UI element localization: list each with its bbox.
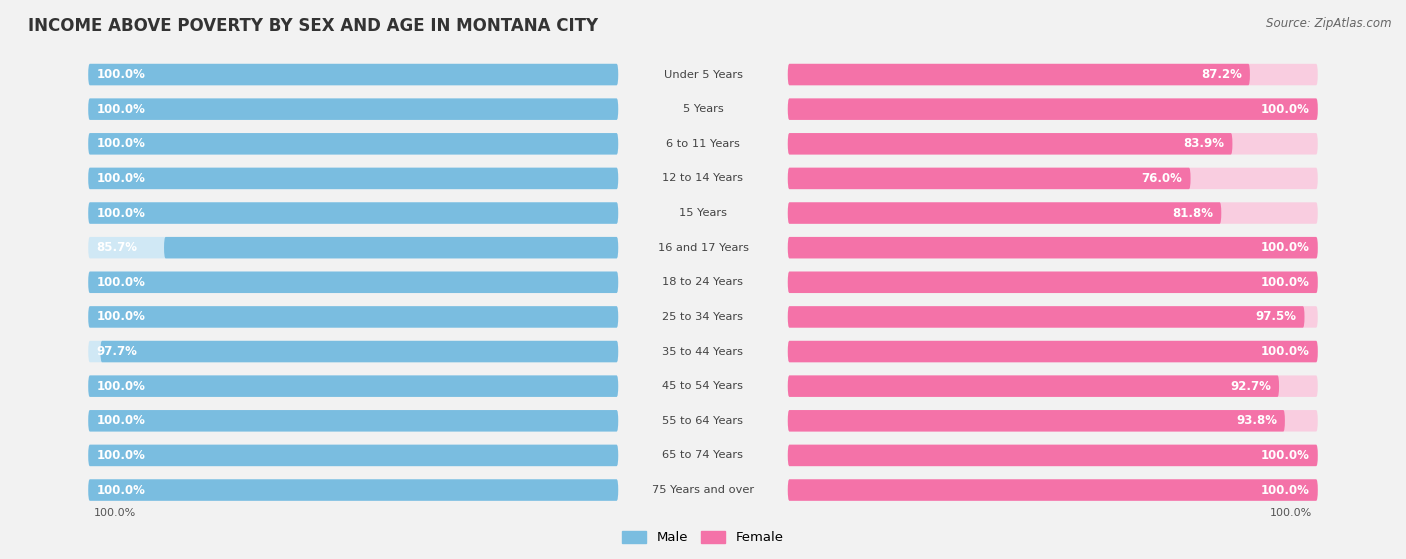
Text: 6 to 11 Years: 6 to 11 Years: [666, 139, 740, 149]
FancyBboxPatch shape: [89, 445, 619, 466]
Text: 18 to 24 Years: 18 to 24 Years: [662, 277, 744, 287]
Text: 85.7%: 85.7%: [96, 241, 138, 254]
Text: 100.0%: 100.0%: [1261, 484, 1310, 496]
FancyBboxPatch shape: [89, 168, 619, 189]
FancyBboxPatch shape: [787, 64, 1250, 86]
FancyBboxPatch shape: [787, 202, 1317, 224]
Text: 87.2%: 87.2%: [1201, 68, 1241, 81]
Text: 75 Years and over: 75 Years and over: [652, 485, 754, 495]
FancyBboxPatch shape: [787, 64, 1317, 86]
Text: 100.0%: 100.0%: [96, 206, 145, 220]
Text: 100.0%: 100.0%: [96, 68, 145, 81]
Text: 100.0%: 100.0%: [96, 414, 145, 427]
Text: 97.5%: 97.5%: [1256, 310, 1296, 324]
Text: 55 to 64 Years: 55 to 64 Years: [662, 416, 744, 426]
Text: 93.8%: 93.8%: [1236, 414, 1277, 427]
FancyBboxPatch shape: [89, 479, 619, 501]
FancyBboxPatch shape: [787, 479, 1317, 501]
Text: 12 to 14 Years: 12 to 14 Years: [662, 173, 744, 183]
FancyBboxPatch shape: [89, 306, 619, 328]
Text: 25 to 34 Years: 25 to 34 Years: [662, 312, 744, 322]
FancyBboxPatch shape: [89, 133, 619, 154]
Text: 100.0%: 100.0%: [1261, 241, 1310, 254]
Text: 100.0%: 100.0%: [96, 172, 145, 185]
FancyBboxPatch shape: [787, 306, 1317, 328]
FancyBboxPatch shape: [89, 376, 619, 397]
FancyBboxPatch shape: [787, 168, 1191, 189]
FancyBboxPatch shape: [89, 341, 619, 362]
FancyBboxPatch shape: [89, 133, 619, 154]
FancyBboxPatch shape: [89, 64, 619, 86]
Text: 100.0%: 100.0%: [94, 508, 136, 518]
FancyBboxPatch shape: [787, 445, 1317, 466]
FancyBboxPatch shape: [165, 237, 619, 258]
FancyBboxPatch shape: [787, 237, 1317, 258]
Text: 83.9%: 83.9%: [1184, 138, 1225, 150]
Text: 81.8%: 81.8%: [1173, 206, 1213, 220]
FancyBboxPatch shape: [787, 410, 1285, 432]
FancyBboxPatch shape: [100, 341, 619, 362]
FancyBboxPatch shape: [787, 133, 1233, 154]
FancyBboxPatch shape: [89, 202, 619, 224]
Text: 100.0%: 100.0%: [1261, 449, 1310, 462]
Text: 100.0%: 100.0%: [1270, 508, 1312, 518]
FancyBboxPatch shape: [89, 272, 619, 293]
FancyBboxPatch shape: [787, 341, 1317, 362]
FancyBboxPatch shape: [787, 341, 1317, 362]
FancyBboxPatch shape: [787, 306, 1305, 328]
FancyBboxPatch shape: [787, 272, 1317, 293]
Text: 16 and 17 Years: 16 and 17 Years: [658, 243, 748, 253]
Text: Under 5 Years: Under 5 Years: [664, 69, 742, 79]
FancyBboxPatch shape: [89, 410, 619, 432]
FancyBboxPatch shape: [787, 445, 1317, 466]
Text: Source: ZipAtlas.com: Source: ZipAtlas.com: [1267, 17, 1392, 30]
Text: 100.0%: 100.0%: [96, 310, 145, 324]
FancyBboxPatch shape: [89, 98, 619, 120]
FancyBboxPatch shape: [787, 168, 1317, 189]
Text: 100.0%: 100.0%: [96, 449, 145, 462]
FancyBboxPatch shape: [89, 98, 619, 120]
FancyBboxPatch shape: [89, 168, 619, 189]
Text: 65 to 74 Years: 65 to 74 Years: [662, 451, 744, 461]
Text: 100.0%: 100.0%: [96, 380, 145, 392]
Text: 100.0%: 100.0%: [96, 103, 145, 116]
FancyBboxPatch shape: [89, 479, 619, 501]
FancyBboxPatch shape: [89, 64, 619, 86]
Text: 97.7%: 97.7%: [96, 345, 136, 358]
FancyBboxPatch shape: [787, 98, 1317, 120]
Text: 100.0%: 100.0%: [1261, 345, 1310, 358]
FancyBboxPatch shape: [787, 272, 1317, 293]
Legend: Male, Female: Male, Female: [617, 525, 789, 549]
Text: 76.0%: 76.0%: [1142, 172, 1182, 185]
Text: 15 Years: 15 Years: [679, 208, 727, 218]
FancyBboxPatch shape: [89, 410, 619, 432]
FancyBboxPatch shape: [787, 376, 1317, 397]
Text: 100.0%: 100.0%: [96, 276, 145, 289]
Text: 100.0%: 100.0%: [96, 484, 145, 496]
FancyBboxPatch shape: [89, 202, 619, 224]
FancyBboxPatch shape: [787, 98, 1317, 120]
Text: 45 to 54 Years: 45 to 54 Years: [662, 381, 744, 391]
FancyBboxPatch shape: [89, 237, 619, 258]
FancyBboxPatch shape: [787, 479, 1317, 501]
FancyBboxPatch shape: [787, 237, 1317, 258]
FancyBboxPatch shape: [787, 202, 1222, 224]
FancyBboxPatch shape: [89, 445, 619, 466]
Text: 100.0%: 100.0%: [1261, 103, 1310, 116]
FancyBboxPatch shape: [787, 376, 1279, 397]
Text: INCOME ABOVE POVERTY BY SEX AND AGE IN MONTANA CITY: INCOME ABOVE POVERTY BY SEX AND AGE IN M…: [28, 17, 598, 35]
Text: 100.0%: 100.0%: [96, 138, 145, 150]
FancyBboxPatch shape: [787, 133, 1317, 154]
Text: 92.7%: 92.7%: [1230, 380, 1271, 392]
Text: 100.0%: 100.0%: [1261, 276, 1310, 289]
FancyBboxPatch shape: [89, 306, 619, 328]
Text: 5 Years: 5 Years: [683, 104, 723, 114]
FancyBboxPatch shape: [89, 272, 619, 293]
FancyBboxPatch shape: [787, 410, 1317, 432]
Text: 35 to 44 Years: 35 to 44 Years: [662, 347, 744, 357]
FancyBboxPatch shape: [89, 376, 619, 397]
